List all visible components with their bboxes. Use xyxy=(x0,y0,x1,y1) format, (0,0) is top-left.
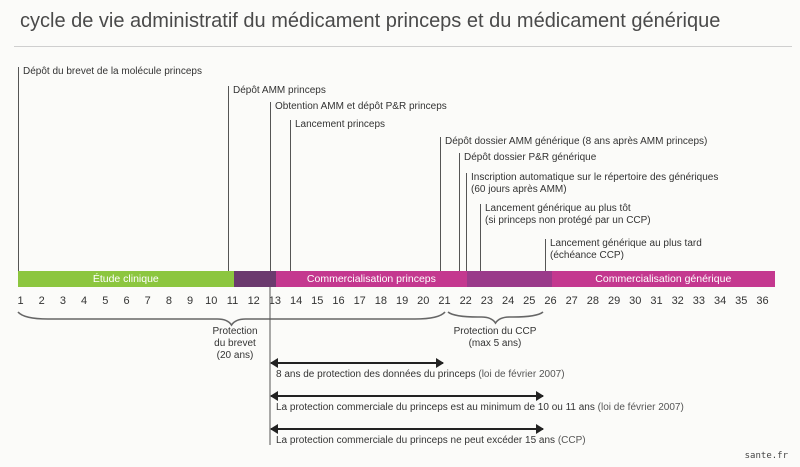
protection-note: (CCP) xyxy=(557,435,586,446)
event-label: Dépôt AMM princeps xyxy=(233,85,326,97)
ccp-line2: (max 5 ans) xyxy=(468,338,522,349)
event-label-line1: Dépôt dossier P&R générique xyxy=(464,152,597,163)
event-label-line2: (échéance CCP) xyxy=(550,250,624,261)
brevet-annotation: Protection du brevet (20 ans) xyxy=(205,326,265,362)
event-label-line1: Lancement princeps xyxy=(295,119,386,130)
year-tick-label: 11 xyxy=(226,295,239,307)
event-label-line2: (si princeps non protégé par un CCP) xyxy=(485,215,651,226)
event-label: Inscription automatique sur le répertoir… xyxy=(471,172,718,196)
year-tick-label: 28 xyxy=(586,295,600,307)
brevet-brace xyxy=(17,311,446,327)
year-tick-label: 19 xyxy=(395,295,409,307)
event-line xyxy=(480,204,481,271)
year-tick-label: 36 xyxy=(756,295,769,307)
year-tick-label: 32 xyxy=(671,295,684,307)
event-label-line1: Inscription automatique sur le répertoir… xyxy=(471,172,719,183)
year-tick-label: 6 xyxy=(123,295,130,307)
brevet-line1: Protection xyxy=(212,326,258,337)
year-tick-label: 31 xyxy=(650,295,663,307)
protection-main: 8 ans de protection des données du princ… xyxy=(276,369,479,380)
event-line xyxy=(440,137,441,271)
protection-main: La protection commerciale du princeps ne… xyxy=(276,435,558,446)
year-tick-label: 24 xyxy=(501,295,515,307)
year-tick-label: 3 xyxy=(59,295,66,307)
year-tick-label: 2 xyxy=(38,295,45,307)
event-label-line1: Lancement générique au plus tôt xyxy=(485,203,631,214)
protection-arrow xyxy=(270,358,444,368)
year-tick-label: 26 xyxy=(544,295,557,307)
year-tick-label: 20 xyxy=(417,295,430,307)
event-label: Dépôt dossier P&R générique xyxy=(464,152,596,164)
year-tick-label: 34 xyxy=(713,295,727,307)
phase-segment xyxy=(233,271,276,287)
year-tick-label: 22 xyxy=(459,295,472,307)
event-label: Lancement générique au plus tard (échéanc… xyxy=(550,238,702,262)
brevet-line3: (20 ans) xyxy=(216,350,254,361)
protection-arrow xyxy=(270,391,544,401)
year-tick-label: 13 xyxy=(268,295,282,307)
source-label: sante.fr xyxy=(744,451,788,461)
event-line xyxy=(228,86,229,271)
year-tick-label: 21 xyxy=(438,295,451,307)
event-label: Lancement princeps xyxy=(295,119,385,131)
brevet-line2: du brevet xyxy=(214,338,256,349)
event-label-line1: Dépôt du brevet de la molécule princeps xyxy=(23,66,202,77)
year-tick-label: 4 xyxy=(81,295,88,307)
year-tick-label: 35 xyxy=(735,295,748,307)
year-tick-label: 18 xyxy=(374,295,388,307)
event-line xyxy=(466,173,467,271)
year-tick-label: 14 xyxy=(289,295,303,307)
year-tick-label: 17 xyxy=(353,295,366,307)
page-title: cycle de vie administratif du médicament… xyxy=(20,10,721,32)
year-tick-label: 5 xyxy=(102,295,109,307)
protection-text: 8 ans de protection des données du princ… xyxy=(276,369,565,381)
phase-segment: Étude clinique xyxy=(18,271,234,287)
year-tick-label: 15 xyxy=(311,295,324,307)
event-label-line1: Lancement générique au plus tard xyxy=(550,238,702,249)
phase-segment: Commercialisation princeps xyxy=(276,271,467,287)
protection-main: La protection commerciale du princeps es… xyxy=(276,402,598,413)
event-label-line1: Dépôt dossier AMM générique (8 ans après… xyxy=(445,136,708,147)
event-label-line1: Dépôt AMM princeps xyxy=(233,85,326,96)
year-tick-label: 33 xyxy=(692,295,706,307)
ccp-annotation: Protection du CCP (max 5 ans) xyxy=(445,326,545,350)
year-tick-label: 25 xyxy=(523,295,536,307)
ccp-brace xyxy=(447,311,544,325)
year-tick-label: 30 xyxy=(629,295,642,307)
event-line xyxy=(459,153,460,271)
event-label: Dépôt dossier AMM générique (8 ans après… xyxy=(445,136,707,148)
protection-text: La protection commerciale du princeps ne… xyxy=(276,435,586,447)
event-label-line2: (60 jours après AMM) xyxy=(471,184,567,195)
event-line xyxy=(545,239,546,271)
protection-note: (loi de février 2007) xyxy=(478,369,565,380)
event-label: Lancement générique au plus tôt (si princ… xyxy=(485,203,651,227)
event-label-line1: Obtention AMM et dépôt P&R princeps xyxy=(275,101,447,112)
year-tick-label: 12 xyxy=(247,295,260,307)
event-line xyxy=(18,67,19,271)
year-tick-label: 9 xyxy=(187,295,194,307)
event-line xyxy=(290,120,291,271)
year-tick-label: 29 xyxy=(607,295,621,307)
phase-segment: Commercialisation générique xyxy=(551,271,775,287)
event-label: Obtention AMM et dépôt P&R princeps xyxy=(275,101,447,113)
year-tick-label: 23 xyxy=(480,295,494,307)
protection-arrow xyxy=(270,424,544,434)
year-tick-label: 1 xyxy=(17,295,24,307)
year-tick-label: 10 xyxy=(205,295,218,307)
title-divider xyxy=(14,46,792,47)
year-tick-label: 27 xyxy=(565,295,578,307)
year-tick-label: 8 xyxy=(165,295,172,307)
protection-text: La protection commerciale du princeps es… xyxy=(276,402,684,414)
event-line xyxy=(270,102,271,271)
year-tick-label: 7 xyxy=(144,295,151,307)
year-tick-label: 16 xyxy=(332,295,345,307)
phase-segment xyxy=(466,271,552,287)
event-label: Dépôt du brevet de la molécule princeps xyxy=(23,66,202,78)
protection-note: (loi de février 2007) xyxy=(597,402,684,413)
ccp-line1: Protection du CCP xyxy=(453,326,537,337)
